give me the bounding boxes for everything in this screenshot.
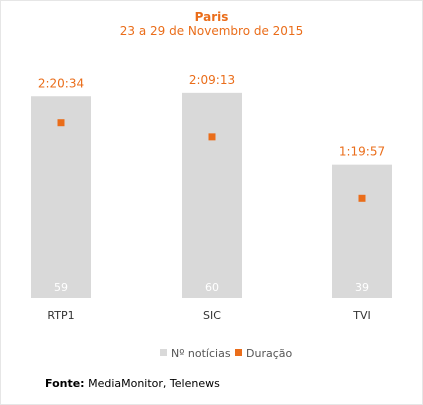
- source-note: Fonte: MediaMonitor, Telenews: [45, 377, 220, 390]
- legend-swatch-noticias: [160, 349, 167, 356]
- source-text: MediaMonitor, Telenews: [84, 377, 220, 390]
- bar-value-label-tvi: 39: [355, 281, 369, 294]
- duration-label-rtp1: 2:20:34: [38, 76, 84, 90]
- chart-subtitle: 23 a 29 de Novembro de 2015: [119, 24, 304, 38]
- bar-value-label-sic: 60: [205, 281, 219, 294]
- x-tick-label-sic: SIC: [203, 309, 221, 322]
- bar-sic: [182, 92, 242, 298]
- legend-item-noticias: Nº notícias: [160, 347, 231, 360]
- bar-rtp1: [31, 96, 91, 299]
- legend-label-duracao: Duração: [246, 347, 293, 360]
- duration-point-sic: [208, 133, 216, 141]
- x-tick-label-tvi: TVI: [352, 309, 371, 322]
- bar-value-label-rtp1: 59: [54, 281, 68, 294]
- source-label: Fonte:: [45, 377, 85, 390]
- duration-point-rtp1: [57, 119, 65, 127]
- duration-label-sic: 2:09:13: [189, 73, 235, 87]
- x-tick-label-rtp1: RTP1: [47, 309, 74, 322]
- duration-label-tvi: 1:19:57: [339, 145, 385, 159]
- legend-swatch-duracao: [235, 349, 242, 356]
- chart-title: Paris: [194, 10, 229, 24]
- legend-label-noticias: Nº notícias: [171, 347, 231, 360]
- duration-point-tvi: [358, 194, 366, 202]
- legend-item-duracao: Duração: [235, 347, 292, 360]
- bar-tvi: [332, 164, 392, 298]
